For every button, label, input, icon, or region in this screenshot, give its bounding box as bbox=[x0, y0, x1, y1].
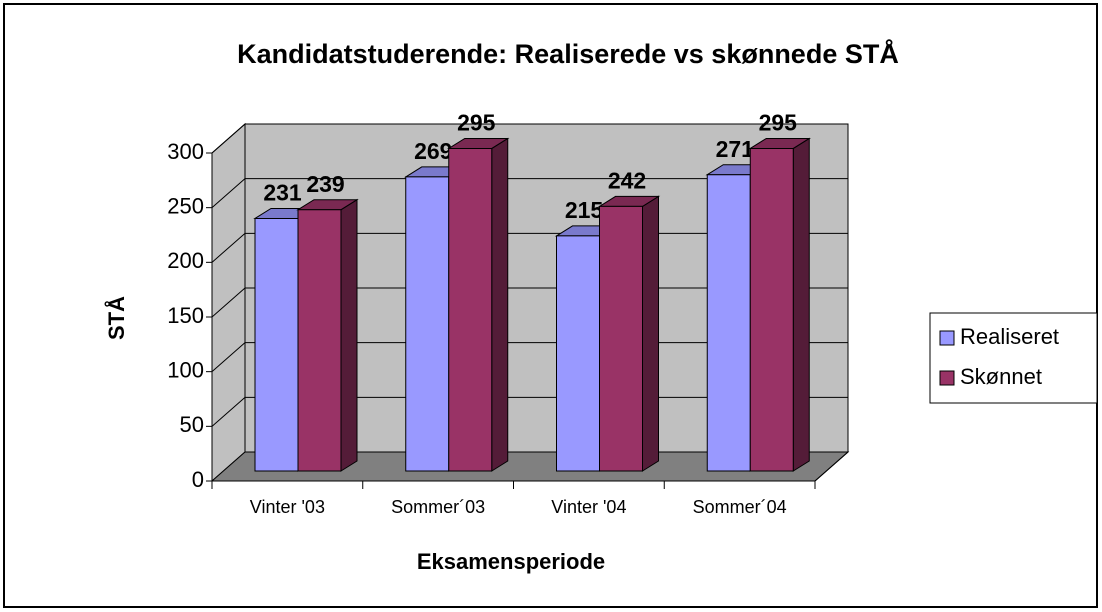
bar-front bbox=[405, 176, 450, 472]
value-label: 295 bbox=[457, 110, 496, 136]
bar-front bbox=[599, 205, 643, 472]
bar bbox=[296, 198, 359, 472]
legend-swatch bbox=[939, 370, 955, 386]
y-tick-label: 250 bbox=[167, 193, 204, 218]
bar-side bbox=[792, 137, 810, 472]
bar-front bbox=[254, 217, 299, 472]
value-label: 215 bbox=[565, 197, 604, 223]
bar bbox=[597, 195, 661, 472]
legend-label: Realiseret bbox=[960, 324, 1059, 349]
bar-side bbox=[340, 198, 358, 472]
y-tick-label: 100 bbox=[167, 357, 204, 382]
y-tick-label: 300 bbox=[167, 139, 204, 164]
value-label: 269 bbox=[414, 138, 452, 164]
value-label: 295 bbox=[759, 110, 798, 136]
bar-front bbox=[448, 147, 493, 472]
legend-label: Skønnet bbox=[960, 364, 1042, 389]
bar bbox=[447, 137, 510, 472]
value-label: 239 bbox=[306, 171, 344, 197]
value-label: 242 bbox=[608, 167, 646, 193]
value-label: 271 bbox=[716, 136, 755, 162]
grid-line bbox=[211, 123, 848, 154]
y-tick-label: 0 bbox=[192, 467, 204, 492]
y-axis-label: STÅ bbox=[103, 296, 129, 340]
bar-side bbox=[642, 195, 659, 472]
bar-front bbox=[556, 235, 600, 472]
x-axis-label: Eksamensperiode bbox=[417, 549, 605, 574]
legend-swatch bbox=[939, 330, 955, 346]
bar bbox=[748, 137, 811, 472]
bar-front bbox=[749, 147, 794, 472]
bar-front bbox=[706, 174, 751, 472]
y-tick-label: 150 bbox=[167, 303, 204, 328]
x-tick-label: Sommer´04 bbox=[693, 497, 787, 517]
bar-front bbox=[297, 209, 342, 472]
y-tick-label: 50 bbox=[180, 412, 204, 437]
y-tick-label: 200 bbox=[167, 248, 204, 273]
x-tick-label: Sommer´03 bbox=[391, 497, 485, 517]
chart-title: Kandidatstuderende: Realiserede vs skønn… bbox=[237, 38, 899, 69]
value-label: 231 bbox=[263, 180, 302, 206]
x-tick-label: Vinter '04 bbox=[551, 497, 626, 517]
x-axis-end bbox=[814, 451, 849, 482]
bar-side bbox=[491, 137, 509, 472]
legend-box bbox=[929, 312, 1098, 404]
x-tick-label: Vinter '03 bbox=[250, 497, 325, 517]
grid-line bbox=[211, 178, 848, 209]
